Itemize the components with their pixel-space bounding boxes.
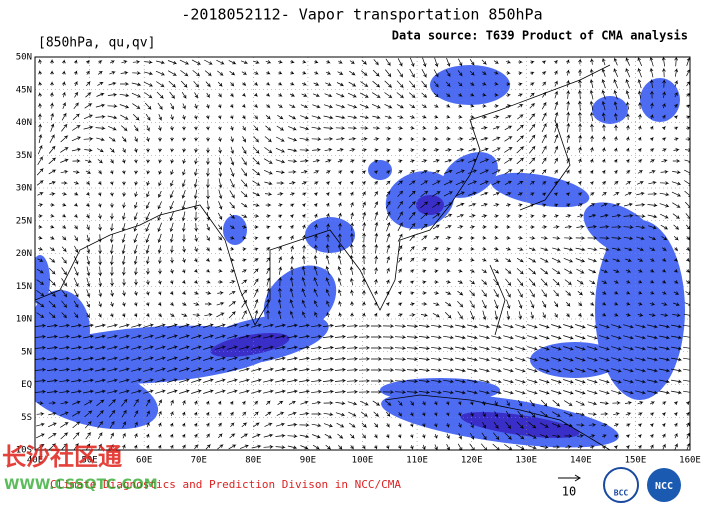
moisture-patch [223,215,247,245]
lon-tick-label: 160E [679,456,701,466]
lat-tick-label: 50N [16,53,32,63]
watermark-name: 长沙社区通 [2,443,122,471]
lon-tick-label: 70E [191,456,207,466]
lon-tick-label: 90E [300,456,316,466]
lat-tick-label: EQ [21,380,32,390]
watermark-url: WWW.CSSQTC.COM [4,477,158,493]
lon-tick-label: 60E [136,456,152,466]
moisture-patch [305,217,355,253]
lat-tick-label: 35N [16,151,32,161]
reference-vector-label: 10 [562,485,576,499]
lat-tick-label: 40N [16,118,32,128]
moisture-patch [380,378,500,402]
lon-tick-label: 40E [27,456,43,466]
reference-vector-head [574,474,581,482]
moisture-patch [35,255,50,305]
credit: Climate Diagnostics and Prediction Divis… [50,478,401,491]
lat-tick-label: 5S [21,413,32,423]
lat-tick-label: 10N [16,315,32,325]
moisture-core [210,332,290,358]
moisture-patch [640,78,680,122]
coastline [35,64,611,326]
coastline [489,264,506,336]
lon-tick-label: 140E [570,456,592,466]
lon-tick-label: 80E [245,456,261,466]
moisture-core [416,195,444,215]
lon-tick-label: 150E [625,456,647,466]
lat-tick-label: 10S [16,446,32,456]
plot-area [35,57,690,450]
data-source: Data source: T639 Product of CMA analysi… [392,29,688,43]
moisture-patch [35,290,90,370]
lat-tick-label: 45N [16,85,32,95]
grid [35,57,690,450]
lat-tick-label: 20N [16,249,32,259]
wind-arrows [35,57,690,450]
axis-ticks: 40E 50E 60E 70E 80E 90E 100E 110E 120E 130E 140E 15… [16,53,701,466]
moisture-patch [592,96,628,124]
plot-frame [34,56,691,451]
ncc-logo [647,468,681,502]
ncc-logo-text: NCC [655,481,673,492]
title: -2018052112- Vapor transportation 850hPa [181,6,542,24]
variables-label: [850hPa, qu,qv] [38,36,155,51]
moisture-patch [368,160,392,180]
lat-tick-label: 25N [16,216,32,226]
moisture-patch [263,265,337,335]
moisture-patch [490,172,590,208]
bcc-logo [603,467,639,503]
lon-tick-label: 100E [352,456,374,466]
wind-vectors [35,57,690,450]
lon-tick-label: 50E [81,456,97,466]
lon-tick-label: 130E [515,456,537,466]
moisture-patch [430,65,510,105]
moisture-shading [35,65,685,448]
lat-tick-label: 30N [16,184,32,194]
lat-tick-label: 15N [16,282,32,292]
lon-tick-label: 120E [461,456,483,466]
bcc-logo-text: BCC [614,489,629,498]
lon-tick-label: 110E [406,456,428,466]
lat-tick-label: 5N [21,347,32,357]
